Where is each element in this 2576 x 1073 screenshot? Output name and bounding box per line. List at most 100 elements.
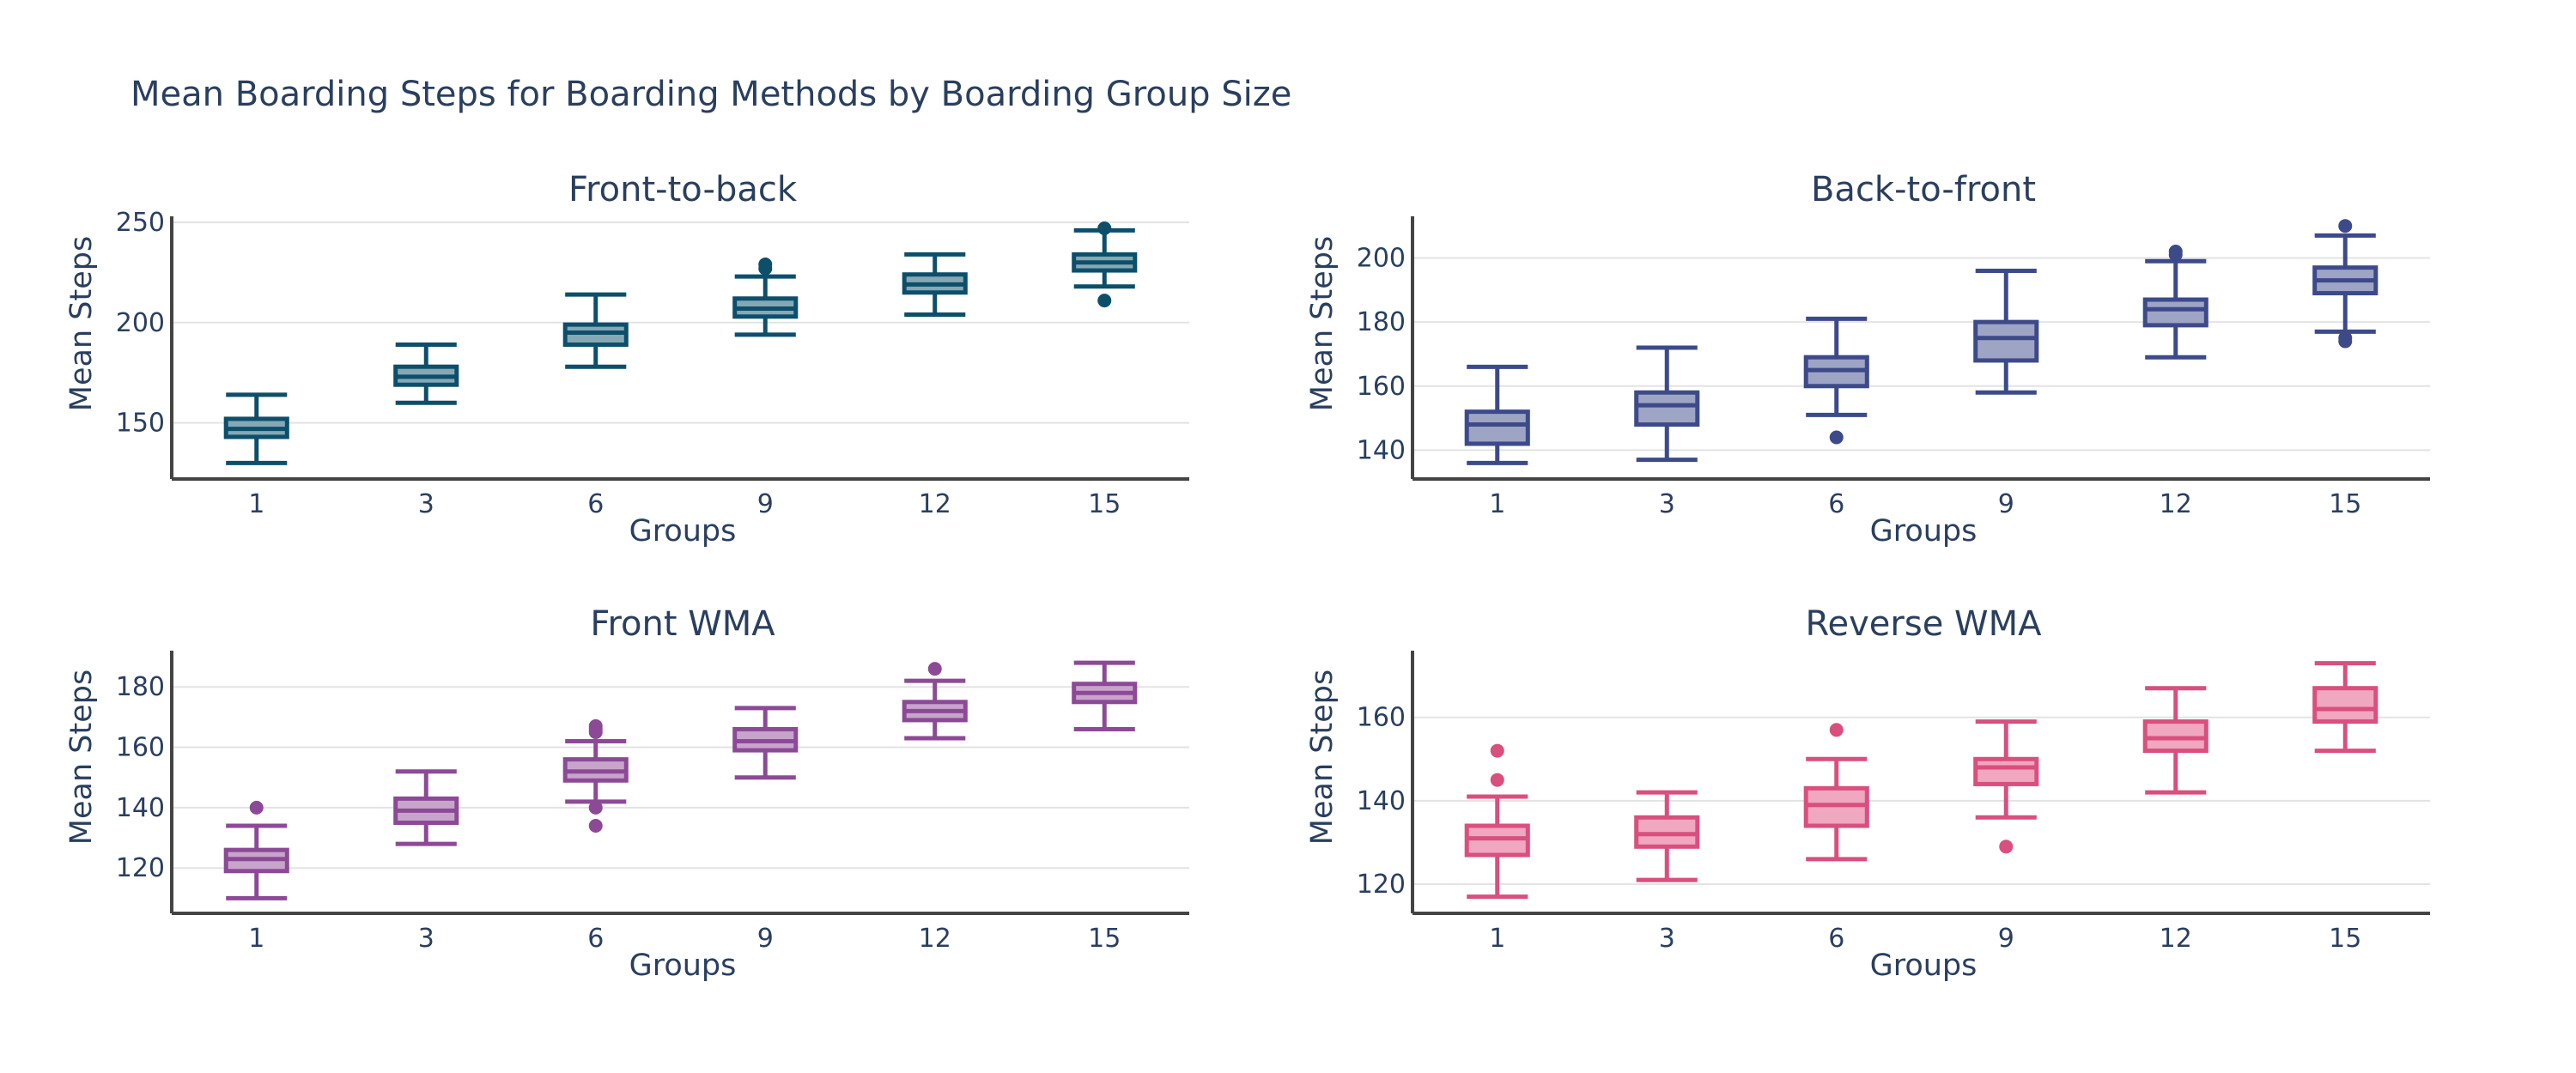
subplot-reverse-wma: Reverse WMA Groups Mean Steps 120 140 160 1… xyxy=(1305,604,2430,983)
x-tick-label: 12 xyxy=(2160,489,2192,519)
box-plot xyxy=(732,706,799,780)
y-tick-label: 160 xyxy=(1357,372,1406,402)
outlier-point xyxy=(588,800,603,815)
x-tick-label: 6 xyxy=(587,489,604,519)
subplot-title: Reverse WMA xyxy=(1806,604,2043,644)
x-axis-title: Groups xyxy=(629,514,737,549)
outlier-point xyxy=(1829,430,1844,445)
subplot-title: Front WMA xyxy=(590,604,775,644)
y-tick-label: 160 xyxy=(1357,703,1406,733)
box-plot xyxy=(1072,660,1138,731)
x-tick-label: 3 xyxy=(418,489,434,519)
outlier-point xyxy=(927,662,942,676)
box-plot xyxy=(2142,245,2208,360)
x-tick-label: 6 xyxy=(587,924,604,954)
x-tick-label: 3 xyxy=(418,924,434,954)
x-tick-label: 1 xyxy=(1489,924,1505,954)
subplot-title: Front-to-back xyxy=(568,170,798,209)
box-plot xyxy=(1464,364,1530,465)
x-tick-label: 9 xyxy=(1998,924,2014,954)
y-tick-label: 200 xyxy=(1357,244,1406,274)
box-plot xyxy=(902,252,968,317)
outlier-point xyxy=(758,258,773,272)
outlier-point xyxy=(1097,294,1112,308)
box-iqr xyxy=(1973,319,2039,363)
box-plot xyxy=(223,392,289,465)
outlier-point xyxy=(588,718,603,733)
y-axis-title: Mean Steps xyxy=(64,236,99,411)
box-plot xyxy=(1973,719,2039,854)
outlier-point xyxy=(1829,723,1844,737)
x-tick-label: 1 xyxy=(248,489,264,519)
box-iqr xyxy=(2312,686,2379,724)
outlier-point xyxy=(2168,245,2183,259)
y-tick-label: 200 xyxy=(116,308,165,338)
x-tick-label: 15 xyxy=(1088,924,1121,954)
box-plot xyxy=(562,718,629,833)
outlier-point xyxy=(1490,743,1504,758)
y-tick-label: 120 xyxy=(116,853,165,883)
x-tick-label: 6 xyxy=(1828,489,1844,519)
x-tick-label: 12 xyxy=(919,489,951,519)
box-iqr xyxy=(1464,409,1530,446)
box-plot xyxy=(732,258,799,337)
outlier-point xyxy=(1097,221,1112,236)
subplot-front-wma: Front WMA Groups Mean Steps 120 140 160 180… xyxy=(64,604,1189,983)
box-iqr xyxy=(1634,390,1700,427)
outlier-point xyxy=(588,819,603,833)
subplot-back-to-front: Back-to-front Groups Mean Steps 140 160 18… xyxy=(1305,170,2430,549)
box-plot xyxy=(1072,221,1138,308)
box-plot xyxy=(902,662,968,741)
x-tick-label: 3 xyxy=(1659,489,1675,519)
outlier-point xyxy=(1999,840,2014,854)
x-axis-title: Groups xyxy=(629,949,737,983)
x-tick-label: 12 xyxy=(2160,924,2192,954)
y-tick-label: 250 xyxy=(116,208,165,238)
y-tick-label: 140 xyxy=(116,793,165,823)
box-iqr xyxy=(2142,297,2208,328)
x-axis-title: Groups xyxy=(1870,514,1978,549)
outlier-point xyxy=(1490,773,1504,787)
x-tick-label: 3 xyxy=(1659,924,1675,954)
outlier-point xyxy=(2338,330,2353,345)
subplot-front-to-back: Front-to-back Groups Mean Steps 150 200 25… xyxy=(64,170,1189,549)
chart-main-title: Mean Boarding Steps for Boarding Methods… xyxy=(131,75,1291,114)
box-plot xyxy=(1464,743,1530,900)
y-tick-label: 150 xyxy=(116,409,165,439)
box-plot xyxy=(1973,268,2039,395)
box-plot xyxy=(1634,345,1700,463)
x-tick-label: 15 xyxy=(2329,924,2361,954)
x-axis-title: Groups xyxy=(1870,949,1978,983)
x-tick-label: 6 xyxy=(1828,924,1844,954)
box-plot xyxy=(2312,661,2379,754)
y-tick-label: 120 xyxy=(1357,870,1406,900)
y-tick-label: 160 xyxy=(116,733,165,763)
x-tick-label: 1 xyxy=(248,924,264,954)
y-tick-label: 140 xyxy=(1357,786,1406,816)
box-iqr xyxy=(1973,756,2039,786)
y-tick-label: 180 xyxy=(116,672,165,702)
box-plot xyxy=(393,342,459,405)
x-tick-label: 9 xyxy=(757,489,774,519)
outlier-point xyxy=(2338,219,2353,233)
outlier-point xyxy=(249,800,264,815)
box-plot xyxy=(562,292,629,369)
x-tick-label: 15 xyxy=(2329,489,2361,519)
box-plot xyxy=(1803,316,1869,445)
x-tick-label: 9 xyxy=(1998,489,2014,519)
x-tick-label: 12 xyxy=(919,924,951,954)
box-plot xyxy=(1803,723,1869,862)
box-plot xyxy=(1634,790,1700,882)
box-plot xyxy=(223,800,289,900)
y-axis-title: Mean Steps xyxy=(64,670,99,845)
subplot-title: Back-to-front xyxy=(1811,170,2036,209)
box-plot xyxy=(2312,219,2379,349)
y-axis-title: Mean Steps xyxy=(1305,670,1340,845)
box-plot xyxy=(2142,686,2208,795)
y-axis-title: Mean Steps xyxy=(1305,236,1340,411)
x-tick-label: 9 xyxy=(757,924,774,954)
y-tick-label: 180 xyxy=(1357,307,1406,337)
x-tick-label: 1 xyxy=(1489,489,1505,519)
box-plot xyxy=(393,769,459,846)
